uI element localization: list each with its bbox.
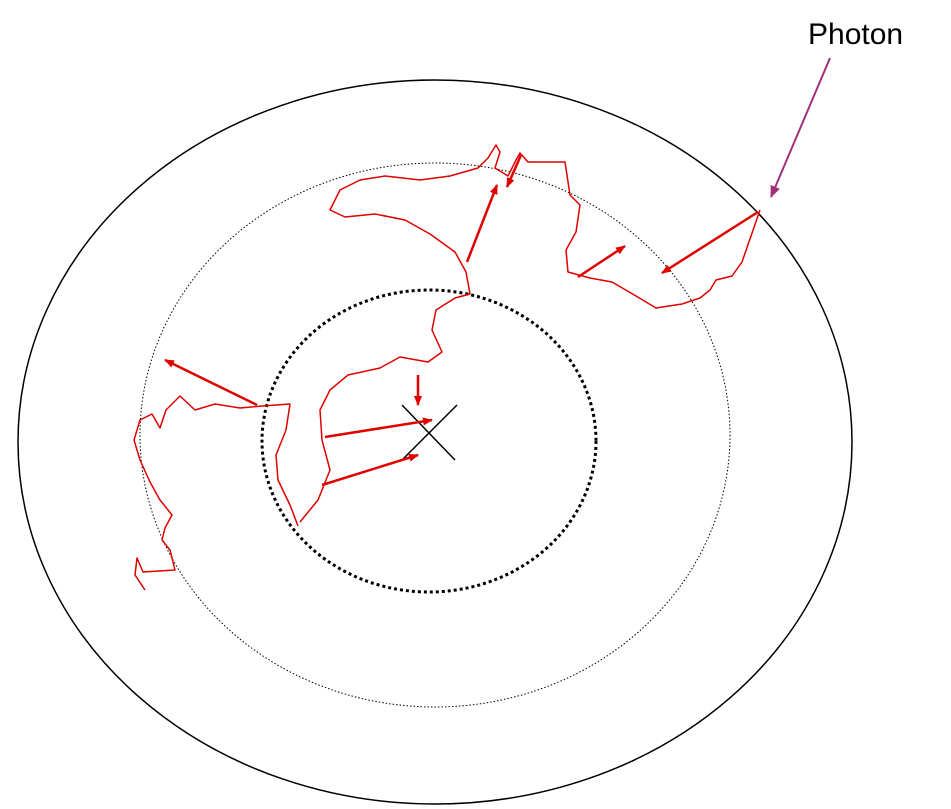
random-walk [133, 144, 761, 591]
photon-arrow [770, 57, 831, 198]
photon-label: Photon [808, 18, 903, 51]
red-arrows [164, 154, 759, 487]
inner-circle [260, 288, 598, 594]
center-cross [401, 404, 458, 461]
middle-circle [139, 162, 731, 708]
outer-circle [17, 79, 853, 805]
